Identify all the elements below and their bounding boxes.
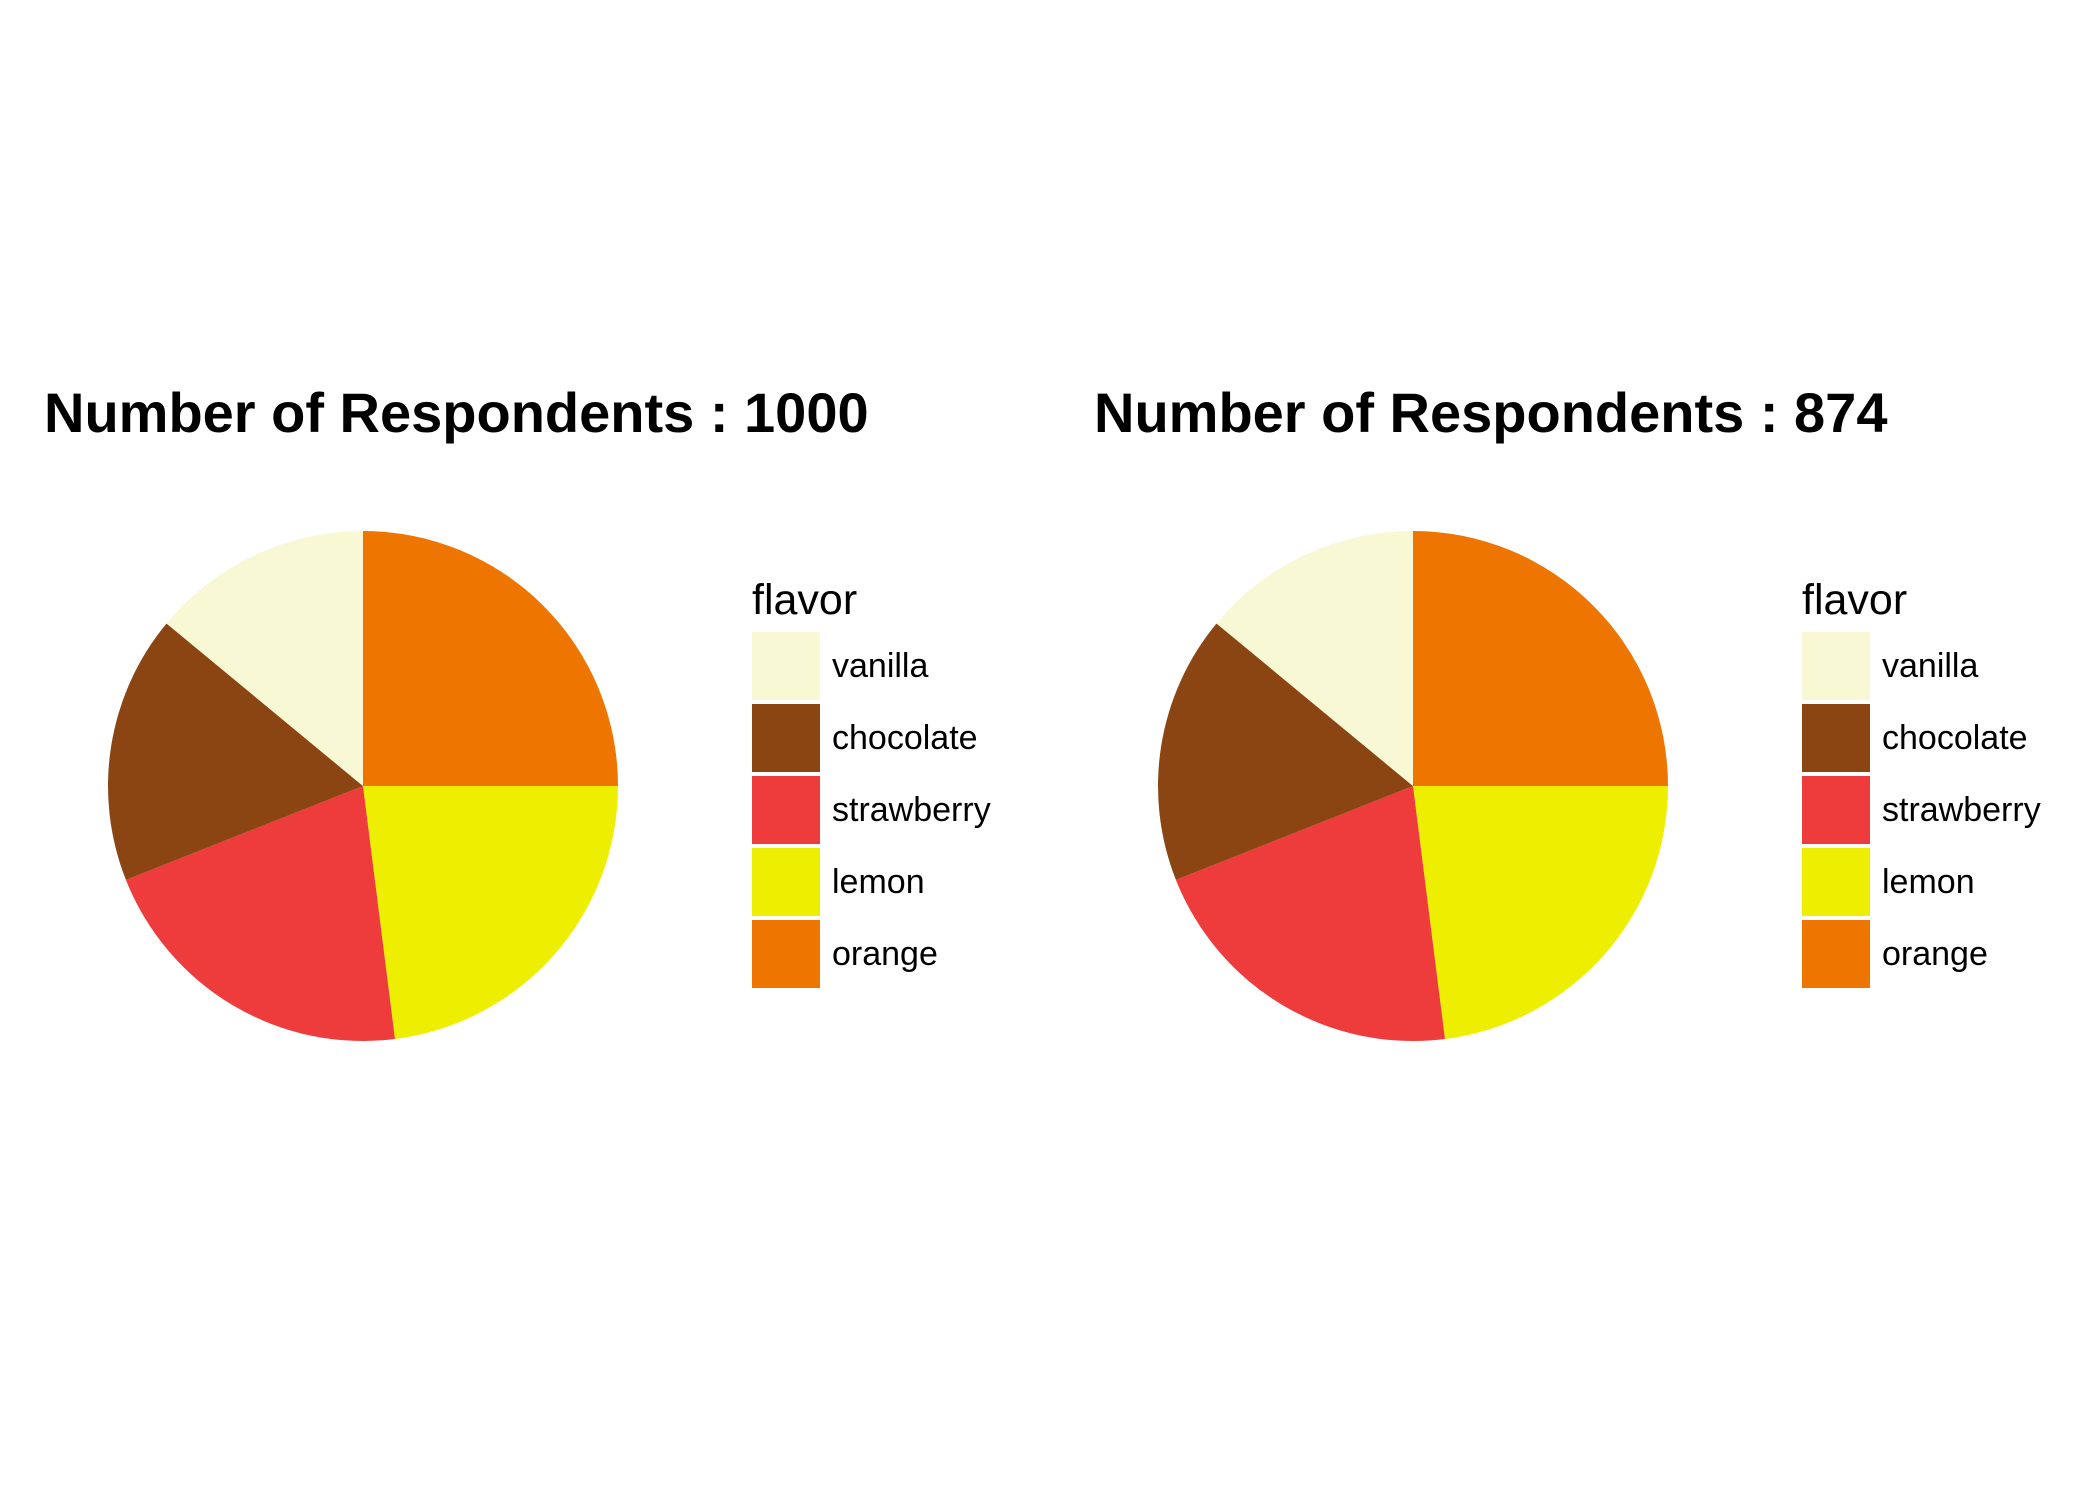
legend-label-chocolate: chocolate [1882, 718, 2028, 757]
legend-key-chocolate [752, 704, 820, 772]
pie-slice-strawberry [125, 786, 395, 1042]
legend-item-orange: orange [1802, 918, 2041, 990]
legend-key-lemon [752, 848, 820, 916]
pie-slice-orange [1413, 531, 1668, 786]
legend-key-strawberry [1802, 776, 1870, 844]
legend-label-strawberry: strawberry [832, 790, 991, 829]
legend-item-vanilla: vanilla [752, 630, 991, 702]
legend-key-strawberry [752, 776, 820, 844]
legend-label-lemon: lemon [832, 862, 925, 901]
pie-slice-chocolate [1158, 623, 1413, 880]
legend-key-orange [752, 920, 820, 988]
pie-slice-vanilla [1216, 531, 1413, 786]
legend-item-orange: orange [752, 918, 991, 990]
legend-item-strawberry: strawberry [1802, 774, 2041, 846]
legend-key-vanilla [752, 632, 820, 700]
legend-item-lemon: lemon [1802, 846, 2041, 918]
legend-label-orange: orange [832, 934, 938, 973]
legend: flavor vanilla chocolate strawberry lemo… [752, 570, 991, 990]
legend-item-chocolate: chocolate [752, 702, 991, 774]
legend-item-vanilla: vanilla [1802, 630, 2041, 702]
legend-label-vanilla: vanilla [832, 646, 929, 685]
chart-panel-1: Number of Respondents : 1000 flavor vani… [44, 381, 991, 1042]
legend-item-lemon: lemon [752, 846, 991, 918]
legend: flavor vanilla chocolate strawberry lemo… [1802, 570, 2041, 990]
legend-label-vanilla: vanilla [1882, 646, 1979, 685]
pie-slice-vanilla [166, 531, 363, 786]
pie-chart [1158, 531, 1668, 1042]
legend-label-orange: orange [1882, 934, 1988, 973]
legend-item-chocolate: chocolate [1802, 702, 2041, 774]
pie-slice-lemon [363, 786, 618, 1039]
chart-title: Number of Respondents : 1000 [44, 381, 869, 444]
legend-label-lemon: lemon [1882, 862, 1975, 901]
pie-slice-lemon [1413, 786, 1668, 1039]
legend-key-chocolate [1802, 704, 1870, 772]
legend-label-strawberry: strawberry [1882, 790, 2041, 829]
chart-title: Number of Respondents : 874 [1094, 381, 1888, 444]
legend-item-strawberry: strawberry [752, 774, 991, 846]
pie-slice-strawberry [1175, 786, 1445, 1042]
chart-panel-2: Number of Respondents : 874 flavor vanil… [1050, 0, 2100, 1499]
legend-key-orange [1802, 920, 1870, 988]
pie-slice-chocolate [108, 623, 363, 880]
legend-title: flavor [752, 576, 858, 624]
pie-slice-orange [363, 531, 618, 786]
legend-label-chocolate: chocolate [832, 718, 978, 757]
legend-key-vanilla [1802, 632, 1870, 700]
legend-key-lemon [1802, 848, 1870, 916]
pie-chart [108, 531, 618, 1042]
legend-title: flavor [1802, 576, 1908, 624]
